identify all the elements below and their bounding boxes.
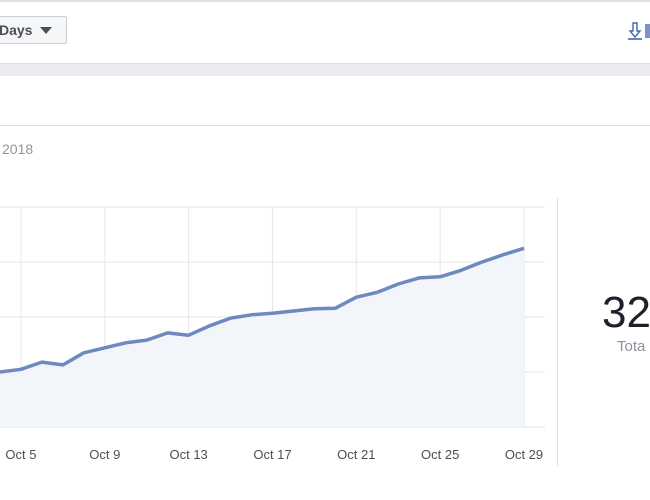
divider (0, 125, 650, 126)
series-line (0, 246, 525, 374)
x-tick-label: Oct 13 (169, 447, 207, 462)
x-tick-label: Oct 29 (505, 447, 543, 462)
total-value: 32 (602, 288, 650, 337)
date-range-label: Days (0, 22, 33, 38)
x-tick-label: Oct 5 (5, 447, 36, 462)
download-icon[interactable] (625, 21, 645, 41)
top-border (0, 0, 650, 2)
caret-down-icon (40, 26, 53, 34)
x-tick-label: Oct 25 (421, 447, 459, 462)
x-tick-label: Oct 21 (337, 447, 375, 462)
date-range-text: 2018 (2, 141, 34, 157)
line-chart: Oct 5 Oct 9 Oct 13 Oct 17 Oct 21 Oct 25 Oct 29 (0, 206, 545, 462)
total-label: Tota (617, 338, 646, 355)
section-divider-band (0, 63, 650, 76)
area-fill (0, 248, 524, 427)
panel-divider (557, 198, 558, 466)
export-button-edge[interactable] (645, 24, 650, 38)
x-tick-label: Oct 9 (89, 447, 120, 462)
x-tick-label: Oct 17 (253, 447, 291, 462)
date-range-dropdown[interactable]: Days (0, 16, 67, 44)
